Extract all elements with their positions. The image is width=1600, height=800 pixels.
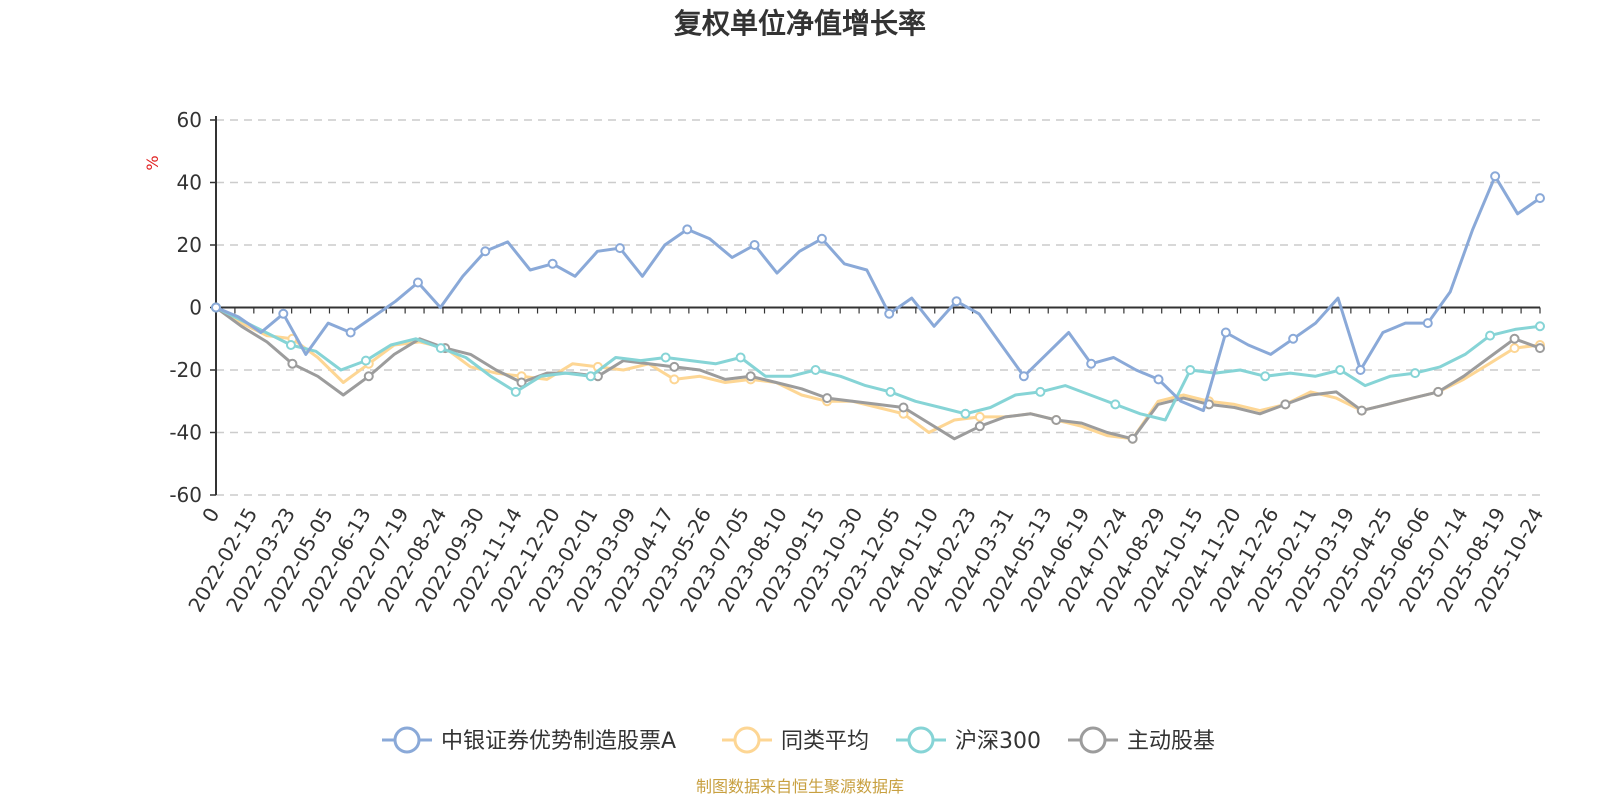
series-point bbox=[885, 386, 896, 397]
legend-item[interactable]: 同类平均 bbox=[722, 726, 869, 754]
chart-title: 复权单位净值增长率 bbox=[674, 7, 926, 40]
series-point bbox=[1051, 415, 1062, 425]
series-point bbox=[547, 258, 558, 269]
legend-item[interactable]: 沪深300 bbox=[896, 726, 1041, 754]
x-axis: 02022-02-152022-03-232022-05-052022-06-1… bbox=[183, 306, 1548, 616]
legend-marker bbox=[1079, 726, 1107, 754]
legend[interactable]: 中银证券优势制造股票A 同类平均 沪深300 主动股基 bbox=[382, 726, 1215, 754]
series-point bbox=[614, 243, 625, 254]
series-point bbox=[1127, 433, 1138, 444]
series-group bbox=[211, 171, 1545, 444]
series-point bbox=[974, 411, 985, 422]
series-point bbox=[745, 371, 756, 382]
series-point bbox=[1535, 343, 1545, 354]
series-point bbox=[1356, 405, 1367, 416]
y-tick-label: 20 bbox=[177, 233, 202, 257]
y-tick-label: -60 bbox=[169, 483, 202, 507]
y-tick-label: 60 bbox=[177, 108, 202, 132]
y-tick-label: -40 bbox=[169, 421, 202, 445]
legend-item[interactable]: 主动股基 bbox=[1068, 726, 1215, 754]
series-point bbox=[669, 361, 680, 372]
series-point bbox=[287, 358, 298, 369]
series-point bbox=[951, 296, 962, 307]
x-tick-label: 0 bbox=[197, 504, 224, 527]
series-point bbox=[211, 302, 221, 313]
series-point bbox=[510, 386, 521, 397]
series-point bbox=[516, 377, 527, 388]
series-point bbox=[1509, 343, 1520, 354]
series-point bbox=[1086, 358, 1097, 369]
series-point bbox=[682, 224, 693, 235]
series-point bbox=[1018, 371, 1029, 382]
series-point bbox=[1220, 327, 1231, 338]
series-point bbox=[1355, 365, 1366, 375]
series-point bbox=[1535, 321, 1545, 332]
series-point bbox=[360, 355, 371, 366]
legend-item[interactable]: 中银证券优势制造股票A bbox=[382, 726, 676, 754]
series-point bbox=[660, 352, 671, 363]
y-tick-label: 0 bbox=[189, 296, 202, 320]
series-point bbox=[1490, 171, 1501, 182]
series-point bbox=[278, 308, 289, 319]
series-point bbox=[1280, 399, 1291, 410]
series-point bbox=[1422, 318, 1433, 329]
series-point bbox=[974, 421, 985, 432]
series-point bbox=[669, 374, 680, 385]
series-point bbox=[1535, 193, 1545, 204]
series-point bbox=[898, 402, 909, 413]
legend-marker bbox=[907, 726, 935, 754]
y-axis: 60 40 20 0 -20 -40 -60 bbox=[169, 108, 217, 507]
series-point bbox=[412, 277, 423, 288]
series-point bbox=[1335, 365, 1346, 375]
series-point bbox=[810, 365, 821, 375]
y-tick-label: 40 bbox=[177, 171, 202, 195]
series-point bbox=[435, 343, 446, 354]
series-point bbox=[1260, 371, 1271, 382]
series-point bbox=[749, 240, 760, 250]
series-point bbox=[816, 233, 827, 244]
series-point bbox=[822, 393, 833, 404]
series-point bbox=[1509, 333, 1520, 344]
series-point bbox=[1110, 399, 1121, 410]
series-point bbox=[1433, 386, 1444, 397]
legend-label: 同类平均 bbox=[781, 729, 869, 754]
series-line bbox=[215, 174, 1541, 413]
series-point bbox=[285, 340, 296, 350]
series-point bbox=[960, 408, 971, 419]
series-point bbox=[1288, 333, 1299, 344]
series-point bbox=[1410, 368, 1421, 379]
legend-marker bbox=[733, 726, 761, 754]
y-axis-unit: % bbox=[143, 155, 162, 170]
series-point bbox=[363, 371, 374, 382]
legend-label: 主动股基 bbox=[1127, 729, 1215, 754]
y-tick-label: -20 bbox=[169, 358, 202, 382]
series-point bbox=[1485, 330, 1496, 341]
legend-label: 中银证券优势制造股票A bbox=[441, 729, 676, 754]
series-point bbox=[884, 308, 895, 319]
grid-lines bbox=[216, 119, 1540, 496]
series-point bbox=[480, 246, 491, 257]
legend-marker bbox=[393, 726, 421, 754]
series-point bbox=[345, 327, 356, 338]
series-point bbox=[1185, 365, 1196, 375]
series-point bbox=[1153, 374, 1164, 385]
series-point bbox=[585, 371, 596, 382]
series-point bbox=[1035, 386, 1046, 397]
legend-label: 沪深300 bbox=[955, 729, 1041, 754]
source-note: 制图数据来自恒生聚源数据库 bbox=[696, 777, 904, 796]
series-point bbox=[735, 352, 746, 363]
